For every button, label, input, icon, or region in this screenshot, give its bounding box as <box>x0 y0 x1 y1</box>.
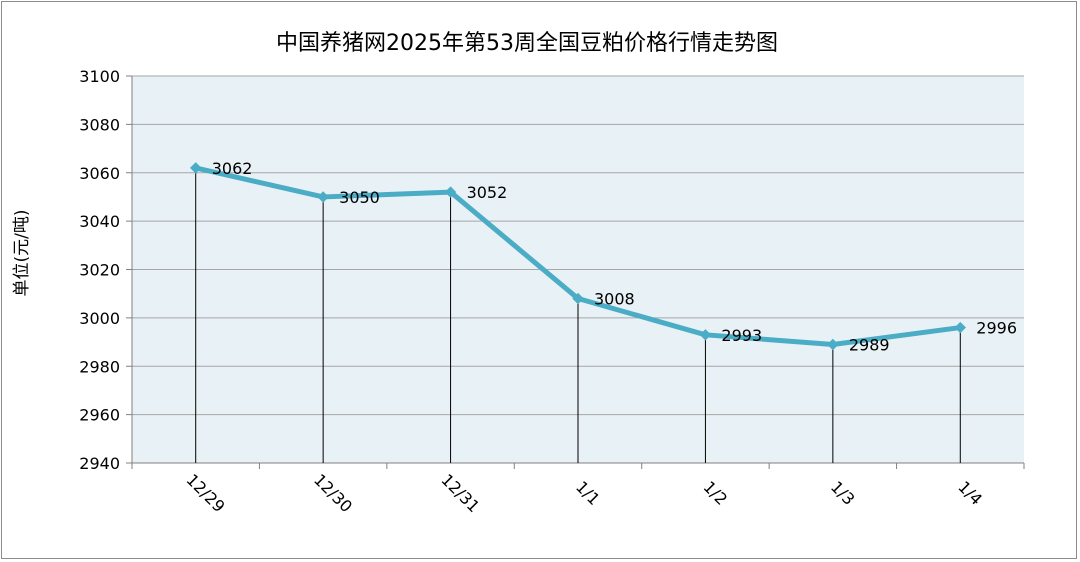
drop-lines <box>195 167 961 463</box>
data-point-marker <box>317 191 329 203</box>
data-point-marker <box>954 321 966 334</box>
data-point-marker <box>699 329 712 341</box>
data-label: 2993 <box>721 326 762 345</box>
x-axis-ticks: 12/29 12/30 12/31 1/1 1/2 1/3 1/4 <box>183 470 986 516</box>
y-tick-label: 3080 <box>79 115 120 134</box>
x-tick-label: 1/4 <box>954 477 986 509</box>
data-point-marker <box>572 292 584 305</box>
x-tick-label: 12/30 <box>310 470 356 516</box>
y-tick-label: 3060 <box>79 164 120 183</box>
y-tick-label: 3000 <box>79 309 120 328</box>
data-markers <box>190 162 966 351</box>
data-label: 2996 <box>976 319 1017 338</box>
data-point-marker <box>190 162 202 174</box>
y-tick-label: 2940 <box>79 454 120 473</box>
data-labels: 3062 3050 3052 3008 2993 2989 2996 <box>212 159 1017 355</box>
y-tick-label: 3100 <box>79 67 120 86</box>
y-axis-label: 单位(元/吨) <box>12 210 32 297</box>
x-tick-label: 1/1 <box>572 477 604 509</box>
x-tick-label: 12/29 <box>183 470 229 516</box>
y-axis-ticks: 2940 2960 2980 3000 3020 3040 3060 3080 3100 <box>79 67 120 473</box>
x-tick-label: 1/2 <box>699 477 731 509</box>
x-tick-label: 1/3 <box>827 477 859 509</box>
x-tick-label: 12/31 <box>437 470 483 516</box>
data-label: 3062 <box>212 159 253 178</box>
data-point-marker <box>444 186 457 198</box>
data-label: 3052 <box>467 183 508 202</box>
data-label: 3008 <box>594 290 635 309</box>
y-tick-label: 3020 <box>79 261 120 280</box>
data-point-marker <box>827 338 839 351</box>
data-label: 3050 <box>339 188 380 207</box>
y-tick-label: 2980 <box>79 357 120 376</box>
y-tick-label: 3040 <box>79 212 120 231</box>
chart-title: 中国养猪网2025年第53周全国豆粕价格行情走势图 <box>276 31 778 56</box>
y-tick-label: 2960 <box>79 406 120 425</box>
data-label: 2989 <box>849 335 890 354</box>
